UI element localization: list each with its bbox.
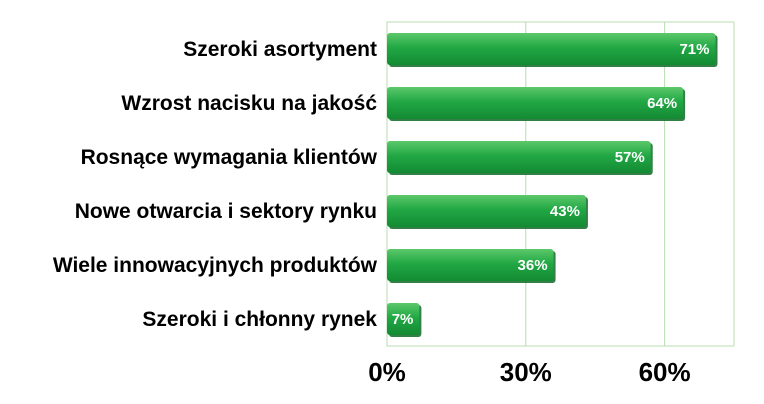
grid-lines	[386, 22, 666, 346]
bar-value-label: 64%	[647, 95, 677, 112]
bar-value-label: 43%	[550, 203, 580, 220]
category-label: Szeroki asortyment	[183, 38, 377, 61]
x-tick-label: 30%	[500, 357, 552, 387]
category-label: Wzrost nacisku na jakość	[121, 92, 377, 115]
category-label: Rosnące wymagania klientów	[81, 146, 378, 169]
x-tick-label: 60%	[639, 357, 691, 387]
category-labels: Szeroki asortyment Wzrost nacisku na jako…	[53, 38, 378, 331]
category-label: Nowe otwarcia i sektory rynku	[75, 200, 377, 223]
bar-value-label: 36%	[518, 257, 548, 274]
bars-group: 71% 64% 57% 43% 36% 7%	[387, 33, 718, 337]
bar	[387, 303, 420, 335]
category-label: Wiele innowacyjnych produktów	[53, 254, 378, 277]
bar-value-label: 7%	[392, 311, 414, 328]
x-tick-label: 0%	[368, 357, 406, 387]
bar	[387, 87, 684, 119]
x-tick-labels: 0% 30% 60%	[368, 357, 690, 387]
plot-area	[386, 21, 735, 347]
bar-value-label: 71%	[679, 41, 709, 58]
bar	[387, 33, 716, 65]
bar	[387, 195, 586, 227]
bar	[387, 141, 651, 173]
category-label: Szeroki i chłonny rynek	[142, 308, 377, 331]
bar	[387, 249, 554, 281]
bar-value-label: 57%	[615, 149, 645, 166]
